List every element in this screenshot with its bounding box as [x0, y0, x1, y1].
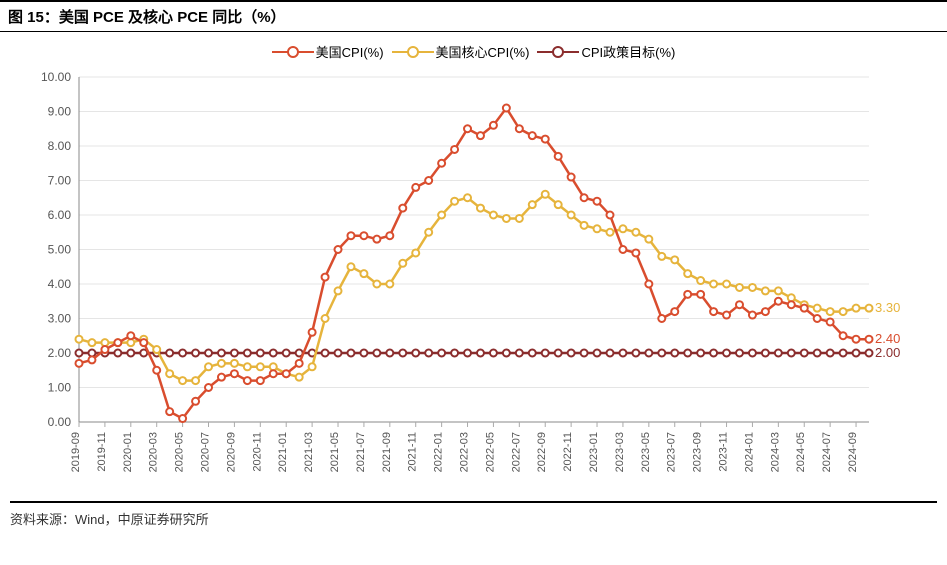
- legend-label-target: CPI政策目标(%): [581, 42, 675, 61]
- svg-text:2023-11: 2023-11: [717, 432, 729, 472]
- svg-text:2021-03: 2021-03: [303, 432, 315, 472]
- source-bar: 资料来源：Wind，中原证券研究所: [10, 501, 937, 528]
- svg-text:2020-03: 2020-03: [147, 432, 159, 472]
- svg-text:2023-09: 2023-09: [691, 432, 703, 472]
- svg-text:2024-09: 2024-09: [847, 432, 859, 472]
- svg-text:2022-05: 2022-05: [484, 432, 496, 472]
- svg-text:2019-09: 2019-09: [70, 432, 82, 472]
- plot-area: 0.00 1.00 2.00 3.00 4.00 5.00 6.00 7.00 8.00 9.00…: [24, 67, 924, 497]
- svg-text:0.00: 0.00: [47, 415, 71, 429]
- source-text: Wind，中原证券研究所: [75, 512, 209, 527]
- cpi-swatch-icon: [272, 45, 314, 59]
- legend-item-target: CPI政策目标(%): [537, 42, 675, 61]
- legend: 美国CPI(%) 美国核心CPI(%) CPI政策目标(%): [0, 32, 947, 67]
- svg-text:2024-01: 2024-01: [743, 432, 755, 472]
- svg-text:8.00: 8.00: [47, 139, 71, 153]
- figure-title: 美国 PCE 及核心 PCE 同比（%）: [59, 9, 286, 26]
- svg-text:2020-09: 2020-09: [225, 432, 237, 472]
- svg-text:2019-11: 2019-11: [95, 432, 107, 472]
- line-chart-svg: 0.00 1.00 2.00 3.00 4.00 5.00 6.00 7.00 8.00 9.00…: [24, 67, 924, 497]
- svg-text:2022-01: 2022-01: [432, 432, 444, 472]
- svg-text:2.00: 2.00: [875, 345, 900, 360]
- core-swatch-icon: [392, 45, 434, 59]
- svg-text:2023-01: 2023-01: [588, 432, 600, 472]
- legend-label-core: 美国核心CPI(%): [436, 42, 530, 61]
- svg-text:2023-07: 2023-07: [665, 432, 677, 472]
- svg-text:2022-09: 2022-09: [536, 432, 548, 472]
- figure-container: 图 15：美国 PCE 及核心 PCE 同比（%） 美国CPI(%) 美国核心C…: [0, 0, 947, 565]
- svg-text:3.00: 3.00: [47, 312, 71, 326]
- svg-text:4.00: 4.00: [47, 277, 71, 291]
- legend-item-cpi: 美国CPI(%): [272, 42, 384, 61]
- svg-text:2022-07: 2022-07: [510, 432, 522, 472]
- svg-text:10.00: 10.00: [40, 70, 70, 84]
- svg-text:2021-01: 2021-01: [277, 432, 289, 472]
- source-prefix: 资料来源：: [10, 512, 75, 527]
- svg-text:2021-09: 2021-09: [380, 432, 392, 472]
- svg-text:2020-05: 2020-05: [173, 432, 185, 472]
- legend-item-core: 美国核心CPI(%): [392, 42, 530, 61]
- svg-text:2024-05: 2024-05: [795, 432, 807, 472]
- target-swatch-icon: [537, 45, 579, 59]
- svg-text:9.00: 9.00: [47, 105, 71, 119]
- svg-text:2021-11: 2021-11: [406, 432, 418, 472]
- svg-text:1.00: 1.00: [47, 381, 71, 395]
- svg-text:2021-07: 2021-07: [354, 432, 366, 472]
- svg-text:2021-05: 2021-05: [329, 432, 341, 472]
- svg-text:2022-03: 2022-03: [458, 432, 470, 472]
- svg-text:3.30: 3.30: [875, 300, 900, 315]
- svg-text:2023-03: 2023-03: [613, 432, 625, 472]
- svg-text:2.00: 2.00: [47, 346, 71, 360]
- figure-number: 图 15：: [8, 9, 59, 26]
- svg-text:2020-07: 2020-07: [199, 432, 211, 472]
- svg-text:2023-05: 2023-05: [639, 432, 651, 472]
- title-bar: 图 15：美国 PCE 及核心 PCE 同比（%）: [0, 0, 947, 32]
- svg-text:7.00: 7.00: [47, 174, 71, 188]
- svg-text:2024-07: 2024-07: [821, 432, 833, 472]
- svg-text:2.40: 2.40: [875, 331, 900, 346]
- svg-text:2022-11: 2022-11: [562, 432, 574, 472]
- svg-text:6.00: 6.00: [47, 208, 71, 222]
- svg-text:2020-11: 2020-11: [251, 432, 263, 472]
- svg-text:5.00: 5.00: [47, 243, 71, 257]
- svg-text:2024-03: 2024-03: [769, 432, 781, 472]
- svg-text:2020-01: 2020-01: [121, 432, 133, 472]
- legend-label-cpi: 美国CPI(%): [316, 42, 384, 61]
